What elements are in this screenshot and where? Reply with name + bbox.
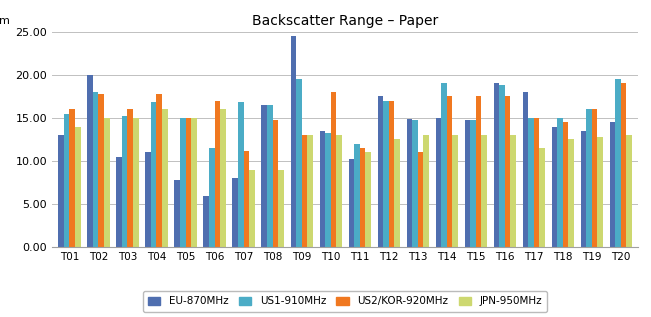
Bar bbox=[417, 152, 423, 247]
Bar bbox=[510, 135, 516, 247]
Bar bbox=[186, 118, 191, 247]
Bar bbox=[156, 94, 162, 247]
Bar bbox=[465, 120, 470, 247]
Bar bbox=[523, 92, 528, 247]
Bar bbox=[481, 135, 486, 247]
Bar bbox=[378, 96, 383, 247]
Title: Backscatter Range – Paper: Backscatter Range – Paper bbox=[252, 14, 438, 28]
Bar bbox=[505, 96, 510, 247]
Bar bbox=[191, 118, 197, 247]
Bar bbox=[475, 96, 481, 247]
Bar bbox=[232, 178, 238, 247]
Bar bbox=[562, 122, 568, 247]
Bar bbox=[290, 36, 296, 247]
Bar bbox=[151, 102, 156, 247]
Legend: EU-870MHz, US1-910MHz, US2/KOR-920MHz, JPN-950MHz: EU-870MHz, US1-910MHz, US2/KOR-920MHz, J… bbox=[143, 291, 547, 312]
Bar bbox=[204, 196, 209, 247]
Bar bbox=[423, 135, 428, 247]
Bar bbox=[436, 118, 441, 247]
Bar bbox=[412, 120, 417, 247]
Bar bbox=[586, 109, 592, 247]
Text: m: m bbox=[0, 16, 10, 26]
Bar bbox=[93, 92, 98, 247]
Bar bbox=[534, 118, 539, 247]
Bar bbox=[493, 83, 499, 247]
Bar bbox=[296, 79, 301, 247]
Bar bbox=[145, 152, 151, 247]
Bar bbox=[499, 85, 505, 247]
Bar bbox=[406, 119, 412, 247]
Bar bbox=[626, 135, 631, 247]
Bar bbox=[117, 157, 122, 247]
Bar bbox=[307, 135, 312, 247]
Bar bbox=[609, 122, 615, 247]
Bar bbox=[557, 118, 562, 247]
Bar bbox=[592, 109, 597, 247]
Bar bbox=[133, 118, 139, 247]
Bar bbox=[301, 135, 307, 247]
Bar bbox=[59, 135, 64, 247]
Bar bbox=[447, 96, 452, 247]
Bar bbox=[128, 109, 133, 247]
Bar bbox=[348, 159, 354, 247]
Bar bbox=[87, 75, 93, 247]
Bar bbox=[249, 170, 255, 247]
Bar bbox=[581, 131, 586, 247]
Bar bbox=[64, 113, 70, 247]
Bar bbox=[551, 126, 557, 247]
Bar bbox=[320, 131, 325, 247]
Bar bbox=[359, 148, 365, 247]
Bar bbox=[215, 101, 220, 247]
Bar bbox=[615, 79, 620, 247]
Bar bbox=[273, 120, 278, 247]
Bar bbox=[389, 101, 394, 247]
Bar bbox=[209, 148, 215, 247]
Bar bbox=[470, 120, 475, 247]
Bar bbox=[262, 105, 267, 247]
Bar bbox=[278, 170, 284, 247]
Bar bbox=[70, 109, 75, 247]
Bar bbox=[220, 109, 225, 247]
Bar bbox=[162, 109, 167, 247]
Bar bbox=[325, 133, 331, 247]
Bar bbox=[568, 139, 574, 247]
Bar bbox=[597, 137, 603, 247]
Bar bbox=[75, 126, 81, 247]
Bar bbox=[336, 135, 342, 247]
Bar bbox=[174, 180, 180, 247]
Bar bbox=[267, 105, 273, 247]
Bar bbox=[394, 139, 400, 247]
Bar bbox=[452, 135, 458, 247]
Bar bbox=[528, 118, 534, 247]
Bar bbox=[238, 102, 243, 247]
Bar bbox=[620, 83, 626, 247]
Bar bbox=[104, 118, 109, 247]
Bar bbox=[122, 116, 128, 247]
Bar bbox=[383, 101, 389, 247]
Bar bbox=[331, 92, 336, 247]
Bar bbox=[243, 151, 249, 247]
Bar bbox=[180, 118, 186, 247]
Bar bbox=[365, 152, 370, 247]
Bar bbox=[539, 148, 545, 247]
Bar bbox=[98, 94, 104, 247]
Bar bbox=[441, 83, 447, 247]
Bar bbox=[354, 144, 359, 247]
